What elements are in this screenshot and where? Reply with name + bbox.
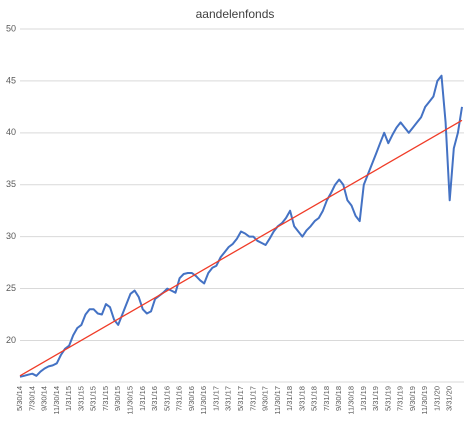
x-tick-label: 1/31/20 [432, 386, 441, 411]
x-tick-label: 11/30/16 [199, 386, 208, 415]
x-tick-label: 11/30/19 [420, 386, 429, 415]
x-tick-label: 7/31/17 [248, 386, 257, 411]
y-tick-label: 25 [6, 283, 16, 293]
y-tick-label: 20 [6, 335, 16, 345]
x-tick-label: 3/31/16 [150, 386, 159, 411]
x-tick-label: 9/30/15 [113, 386, 122, 411]
x-tick-label: 7/31/18 [322, 386, 331, 411]
x-tick-label: 5/30/14 [15, 386, 24, 411]
y-tick-label: 30 [6, 231, 16, 241]
x-tick-label: 11/30/14 [52, 386, 61, 415]
x-tick-label: 7/30/14 [27, 386, 36, 411]
x-tick-label: 5/31/15 [89, 386, 98, 411]
x-tick-label: 1/31/15 [64, 386, 73, 411]
x-tick-label: 9/30/16 [187, 386, 196, 411]
y-tick-label: 50 [6, 23, 16, 33]
x-tick-label: 9/30/17 [261, 386, 270, 411]
x-tick-label: 3/31/20 [445, 386, 454, 411]
y-tick-label: 45 [6, 75, 16, 85]
x-tick-label: 1/31/18 [285, 386, 294, 411]
x-tick-label: 11/30/15 [125, 386, 134, 415]
y-tick-label: 40 [6, 127, 16, 137]
x-tick-label: 9/30/18 [334, 386, 343, 411]
x-tick-label: 5/31/16 [162, 386, 171, 411]
x-tick-label: 5/31/19 [383, 386, 392, 411]
x-tick-label: 1/31/16 [138, 386, 147, 411]
x-tick-label: 3/31/18 [297, 386, 306, 411]
x-tick-label: 7/31/16 [175, 386, 184, 411]
chart-title: aandelenfonds [196, 7, 275, 21]
x-tick-label: 9/30/14 [40, 386, 49, 411]
x-tick-label: 1/31/17 [211, 386, 220, 411]
x-tick-label: 11/30/18 [346, 386, 355, 415]
x-tick-label: 7/31/15 [101, 386, 110, 411]
y-tick-label: 35 [6, 179, 16, 189]
x-tick-label: 3/31/15 [76, 386, 85, 411]
x-tick-label: 5/31/18 [310, 386, 319, 411]
x-tick-label: 9/30/19 [408, 386, 417, 411]
x-tick-label: 11/30/17 [273, 386, 282, 415]
x-tick-label: 7/31/19 [396, 386, 405, 411]
trend-line [19, 119, 463, 377]
x-tick-label: 3/31/17 [224, 386, 233, 411]
data-line [19, 74, 463, 378]
x-tick-label: 1/31/19 [359, 386, 368, 411]
x-tick-label: 3/31/19 [371, 386, 380, 411]
x-tick-label: 5/31/17 [236, 386, 245, 411]
